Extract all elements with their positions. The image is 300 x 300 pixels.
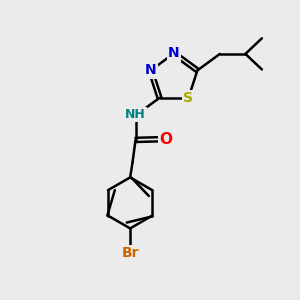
Text: S: S — [184, 91, 194, 105]
Text: O: O — [159, 132, 172, 147]
Text: N: N — [145, 63, 156, 77]
Text: Br: Br — [122, 246, 139, 260]
Text: NH: NH — [125, 108, 146, 121]
Text: N: N — [168, 46, 180, 60]
